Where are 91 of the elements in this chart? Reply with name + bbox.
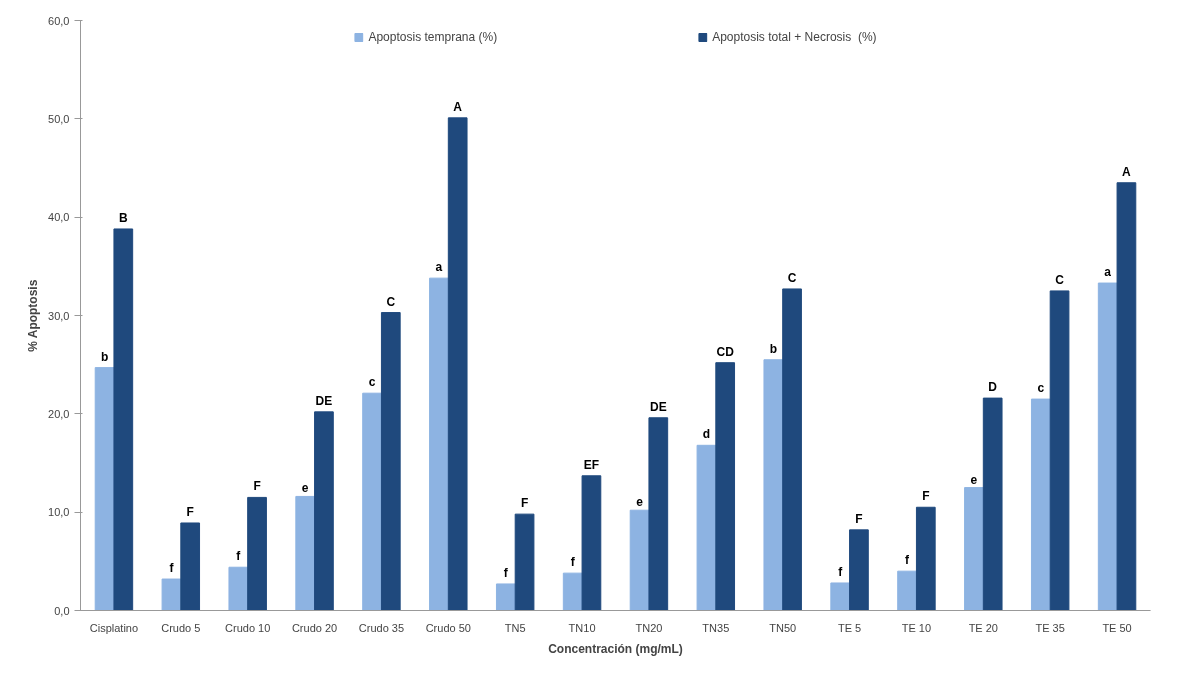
- annotation: C: [1055, 272, 1065, 287]
- annotation: f: [905, 553, 911, 568]
- annotation: e: [636, 495, 644, 510]
- annotation: F: [922, 489, 930, 504]
- bar: [180, 522, 201, 611]
- y-tick-label: 60,0: [48, 14, 70, 27]
- bar: [1097, 282, 1118, 611]
- legend-label: Apoptosis total + Necrosis (%): [712, 30, 877, 44]
- x-tick-label: TN10: [568, 621, 596, 634]
- annotation: DE: [315, 393, 333, 408]
- annotation: A: [453, 99, 463, 114]
- annotation: f: [236, 549, 242, 564]
- annotation: F: [520, 496, 529, 511]
- annotation: DE: [649, 399, 667, 414]
- x-tick-label: Crudo 20: [291, 621, 338, 634]
- annotation: F: [186, 504, 194, 519]
- bar: [915, 506, 936, 611]
- annotation: CD: [716, 344, 735, 359]
- annotation: D: [988, 380, 998, 395]
- annotation: b: [100, 349, 109, 364]
- y-axis-title: % Apoptosis: [26, 279, 41, 352]
- annotation: e: [970, 472, 978, 487]
- annotation: d: [702, 427, 711, 442]
- x-axis-title: Concentración (mg/mL): [548, 641, 683, 656]
- bar: [94, 367, 115, 611]
- annotation: b: [769, 341, 777, 356]
- bar: [380, 312, 401, 611]
- bar: [629, 509, 650, 611]
- legend-label: Apoptosis temprana (%): [368, 30, 498, 44]
- bar: [113, 228, 134, 611]
- annotation: a: [435, 260, 443, 275]
- bar: [362, 392, 382, 611]
- annotation: c: [368, 375, 376, 390]
- bar: [514, 513, 535, 611]
- annotation: e: [301, 481, 309, 496]
- bar: [715, 362, 736, 611]
- y-tick-label: 30,0: [48, 309, 70, 322]
- annotation: C: [787, 270, 797, 285]
- annotation: EF: [583, 457, 600, 472]
- bar: [495, 583, 516, 611]
- bar: [228, 566, 249, 611]
- x-tick-label: Crudo 35: [358, 621, 405, 634]
- x-tick-label: TE 5: [837, 621, 862, 634]
- x-tick-label: TE 50: [1102, 621, 1132, 634]
- bar: [897, 570, 917, 611]
- bar: [295, 495, 316, 611]
- bar: [161, 578, 182, 611]
- bar: [447, 117, 468, 611]
- annotation: f: [570, 555, 576, 570]
- bar: [314, 411, 334, 611]
- bar: [763, 359, 784, 611]
- bar: [562, 572, 583, 611]
- annotation: a: [1104, 265, 1112, 280]
- x-tick-label: Cisplatino: [89, 621, 139, 634]
- y-tick-label: 10,0: [48, 506, 70, 519]
- bar: [247, 496, 267, 611]
- x-tick-label: TE 35: [1035, 621, 1065, 634]
- bar: [830, 582, 851, 611]
- y-tick-label: 50,0: [48, 112, 70, 125]
- bar: [1030, 398, 1051, 611]
- x-tick-label: TN20: [635, 621, 663, 634]
- bar: [849, 529, 869, 611]
- annotation: F: [855, 511, 863, 526]
- x-tick-label: TN5: [504, 621, 526, 634]
- x-tick-label: Crudo 50: [425, 621, 471, 634]
- bar: [581, 475, 602, 611]
- x-tick-label: TN35: [702, 621, 730, 634]
- x-tick-label: TE 20: [968, 621, 998, 634]
- annotation: f: [503, 565, 509, 580]
- x-tick-label: Crudo 5: [161, 621, 201, 634]
- annotation: F: [253, 479, 261, 494]
- y-tick-label: 0,0: [54, 604, 70, 617]
- bar: [696, 444, 717, 611]
- bar: [964, 487, 984, 611]
- annotation: f: [838, 564, 844, 579]
- y-tick-label: 40,0: [48, 211, 70, 224]
- bar: [648, 417, 669, 611]
- annotation: f: [169, 561, 175, 576]
- x-tick-label: Crudo 10: [225, 621, 271, 634]
- bar: [1116, 182, 1137, 611]
- x-tick-label: TE 10: [901, 621, 932, 634]
- annotation: A: [1122, 164, 1132, 179]
- y-tick-label: 20,0: [48, 407, 70, 420]
- bar: [429, 277, 449, 611]
- bar: [1049, 290, 1070, 611]
- annotation: C: [386, 294, 396, 309]
- bar: [782, 288, 802, 611]
- bar: [982, 397, 1003, 611]
- x-tick-label: TN50: [769, 621, 797, 634]
- annotation: c: [1037, 381, 1045, 396]
- annotation: B: [118, 210, 128, 225]
